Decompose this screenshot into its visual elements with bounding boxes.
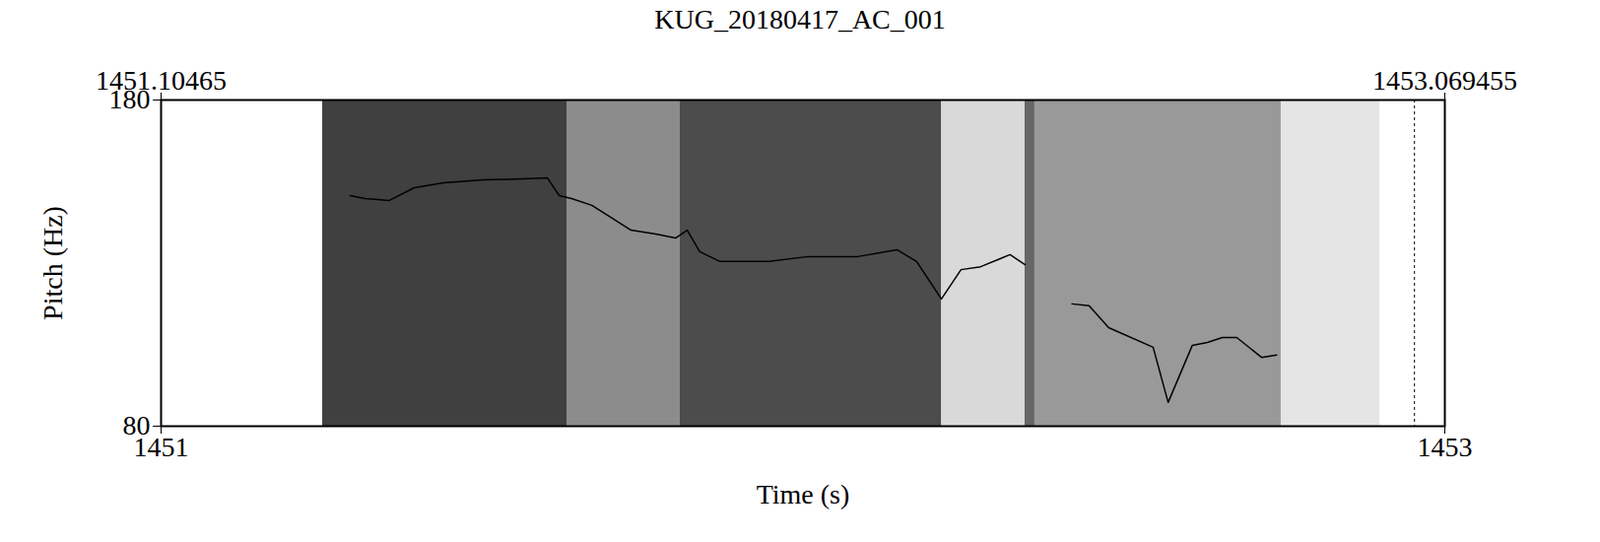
svg-text:1453: 1453 bbox=[1417, 431, 1473, 463]
svg-text:80: 80 bbox=[123, 409, 151, 441]
svg-text:Pitch (Hz): Pitch (Hz) bbox=[37, 205, 68, 321]
svg-text:1453.069455: 1453.069455 bbox=[1372, 65, 1518, 96]
svg-text:180: 180 bbox=[109, 83, 151, 115]
svg-text:1451.10465: 1451.10465 bbox=[95, 64, 227, 96]
svg-text:1451: 1451 bbox=[133, 431, 189, 463]
svg-text:Time (s): Time (s) bbox=[756, 478, 851, 510]
html-text:KUG_20180417_AC_001: KUG_20180417_AC_001 bbox=[654, 3, 946, 35]
